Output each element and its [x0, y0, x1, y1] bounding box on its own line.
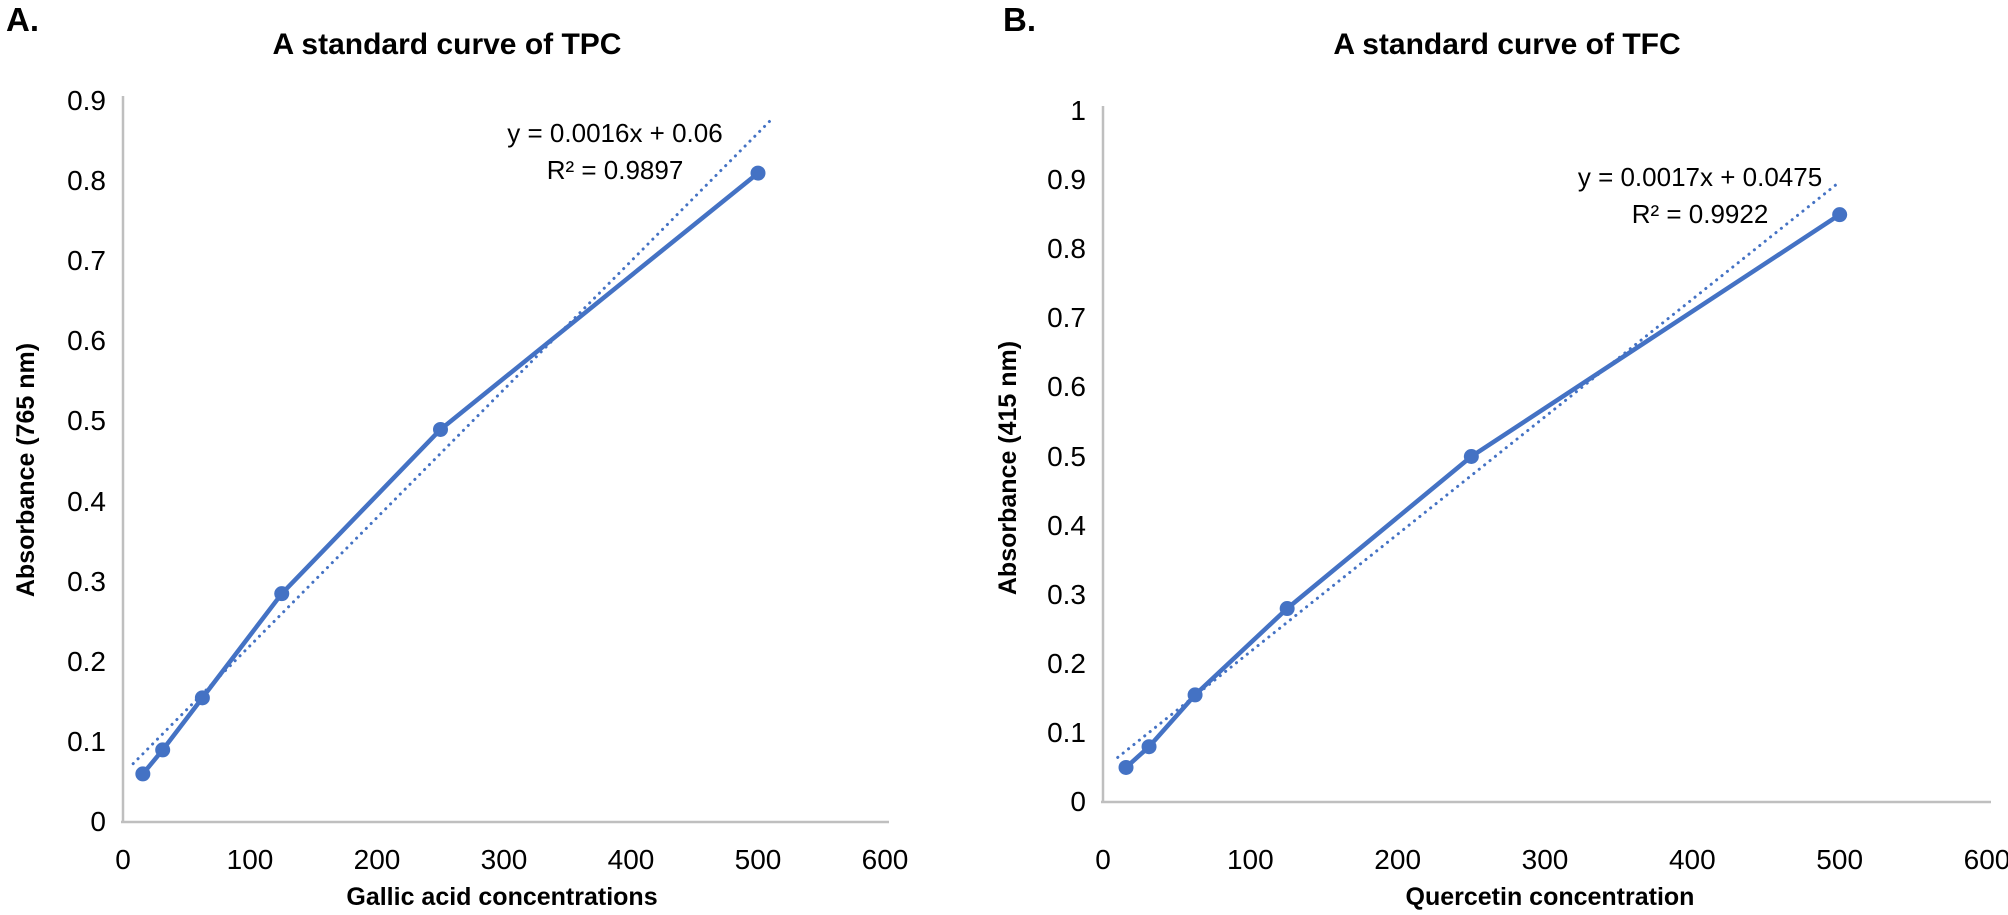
chart-a-equation-block: y = 0.0016x + 0.06 R² = 0.9897	[445, 115, 785, 189]
chart-b-y-tick-label: 0.9	[1047, 164, 1086, 196]
chart-b-y-tick-label: 0.6	[1047, 371, 1086, 403]
chart-b-x-axis-title: Quercetin concentration	[1405, 883, 1695, 911]
chart-b-r-squared: R² = 0.9922	[1631, 199, 1769, 229]
chart-b-title: A standard curve of TFC	[1333, 28, 1681, 61]
chart-b-x-tick-label: 300	[1521, 844, 1569, 875]
chart-a-x-tick-label: 200	[353, 844, 401, 875]
chart-a-series-line	[140, 170, 761, 777]
chart-b-y-tick-label: 0.2	[1047, 647, 1086, 679]
chart-a-x-tick-label: 500	[734, 844, 782, 875]
chart-a-data-point	[135, 766, 151, 782]
chart-a-trendline	[131, 116, 775, 766]
chart-a-y-tick-label: 0.1	[67, 725, 106, 757]
chart-a-x-tick-label: 400	[607, 844, 655, 875]
chart-b-data-point	[1141, 739, 1157, 755]
chart-a-data-point	[155, 742, 171, 758]
chart-a-y-tick-label: 0.2	[67, 645, 106, 677]
chart-b-series-line	[1123, 212, 1842, 770]
chart-b-data-point	[1463, 449, 1479, 464]
chart-b-data-point	[1279, 601, 1295, 617]
chart-a-x-tick-label: 100	[226, 844, 274, 875]
chart-b-trendline	[1116, 180, 1842, 759]
chart-a-data-point	[750, 165, 766, 181]
chart-b-x-tick-label: 600	[1963, 844, 2008, 875]
chart-b-x-tick-label: 0	[1095, 844, 1111, 875]
chart-a-r-squared: R² = 0.9897	[546, 155, 684, 185]
chart-b-y-axis-title: Absorbance (415 nm)	[994, 340, 1022, 596]
chart-a-y-tick-label: 0.3	[67, 565, 106, 597]
chart-b-y-tick-label: 0.8	[1047, 233, 1086, 265]
chart-a-data-point	[433, 421, 448, 437]
chart-b-y-tick-label: 0.5	[1047, 440, 1086, 472]
chart-a-y-tick-label: 0.5	[67, 405, 106, 437]
chart-b-x-tick-label: 100	[1226, 844, 1274, 875]
chart-a-y-tick-label: 0.4	[67, 485, 106, 517]
chart-b-equation-block: y = 0.0017x + 0.0475 R² = 0.9922	[1530, 159, 1870, 233]
chart-a-y-tick-label: 0.6	[67, 325, 106, 357]
chart-a-title: A standard curve of TPC	[272, 28, 622, 61]
chart-a-x-tick-label: 600	[861, 844, 909, 875]
chart-b-y-tick-label: 0.3	[1047, 578, 1086, 610]
chart-b-data-point	[1187, 687, 1203, 703]
chart-b-y-tick-label: 0.7	[1047, 302, 1086, 334]
chart-a-equation: y = 0.0016x + 0.06	[507, 118, 723, 148]
chart-a-y-axis-title: Absorbance (765 nm)	[12, 342, 40, 598]
panel-b-letter: B.	[1003, 1, 1036, 38]
chart-a-y-tick-label: 0.9	[67, 85, 106, 116]
chart-b-x-tick-label: 200	[1374, 844, 1422, 875]
chart-a-y-tick-label: 0	[90, 806, 106, 837]
chart-b-data-point	[1832, 207, 1848, 223]
panel-a-letter: A.	[6, 1, 39, 38]
chart-b-data-point	[1118, 759, 1134, 775]
chart-a-x-axis-title: Gallic acid concentrations	[346, 883, 658, 911]
chart-b-y-tick-label: 0.1	[1047, 716, 1086, 748]
chart-b-y-tick-label: 0.4	[1047, 509, 1086, 541]
chart-a-x-tick-label: 300	[480, 844, 528, 875]
chart-b-equation: y = 0.0017x + 0.0475	[1577, 162, 1823, 192]
chart-b-x-tick-label: 500	[1816, 844, 1864, 875]
chart-b-x-tick-label: 400	[1668, 844, 1716, 875]
chart-a-y-tick-label: 0.8	[67, 165, 106, 197]
chart-b-y-tick-label: 1	[1070, 95, 1086, 126]
chart-a-y-tick-label: 0.7	[67, 245, 106, 277]
chart-b-y-tick-label: 0	[1070, 786, 1086, 817]
chart-a-data-point	[274, 586, 290, 602]
chart-a-x-tick-label: 0	[115, 844, 131, 875]
chart-a-data-point	[194, 690, 210, 706]
